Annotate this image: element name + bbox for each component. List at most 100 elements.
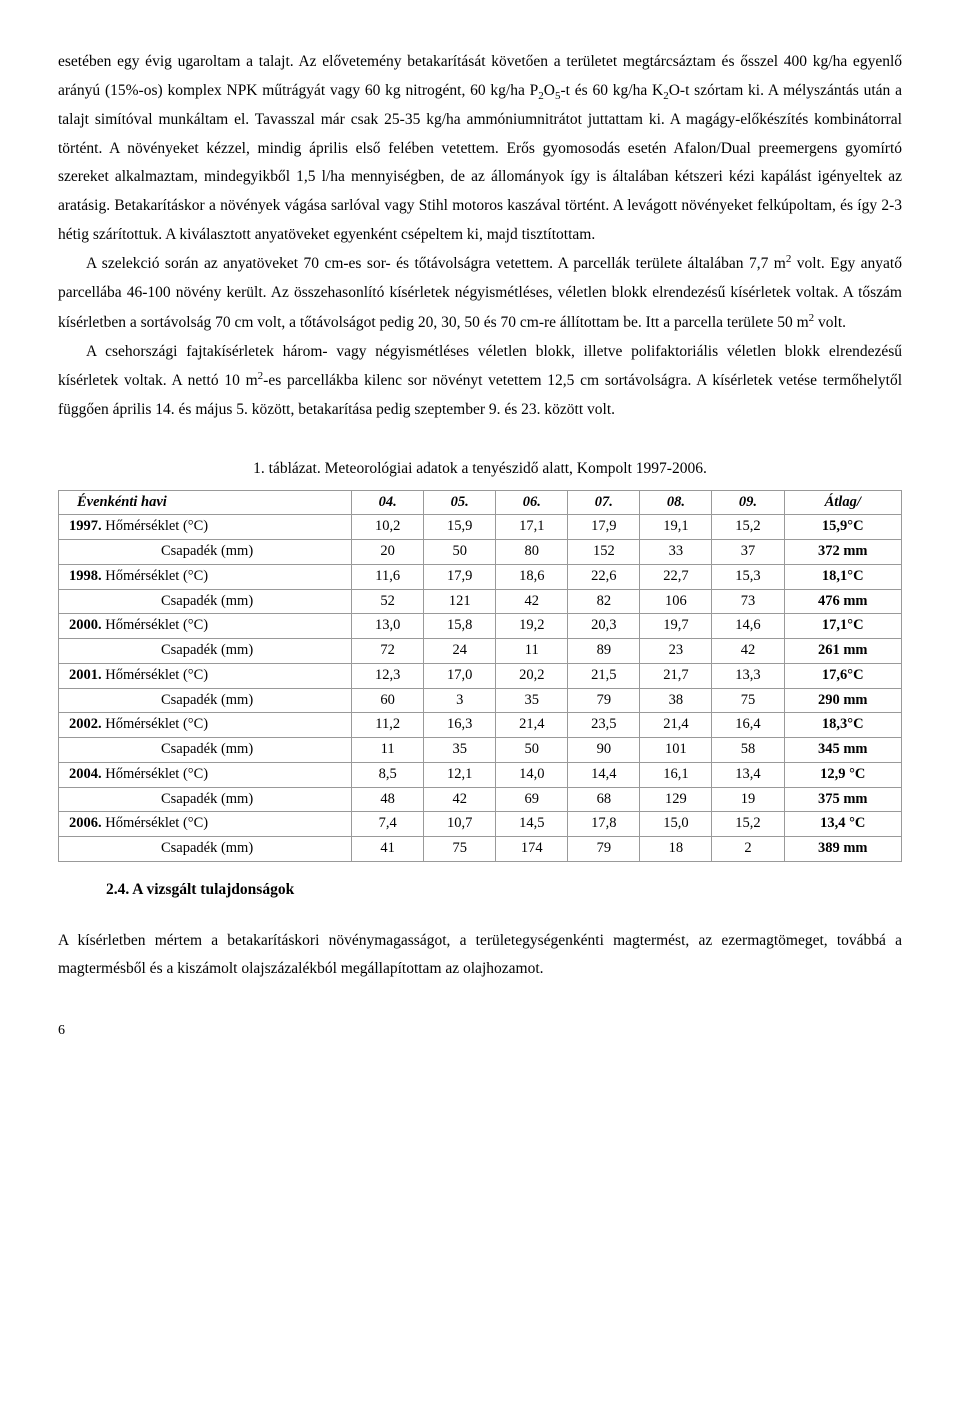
row-sum: 15,9°C: [784, 515, 902, 540]
cell: 89: [568, 639, 640, 664]
row-sum: 17,1°C: [784, 614, 902, 639]
row-head: Csapadék (mm): [59, 688, 352, 713]
cell: 20,2: [496, 663, 568, 688]
paragraph-4: A kísérletben mértem a betakarításkori n…: [58, 927, 902, 984]
cell: 41: [352, 837, 424, 862]
cell: 79: [568, 688, 640, 713]
row-sum: 389 mm: [784, 837, 902, 862]
cell: 3: [424, 688, 496, 713]
sub-p2o5-2: 2: [538, 90, 544, 102]
row-sum: 13,4 °C: [784, 812, 902, 837]
cell: 33: [640, 540, 712, 565]
row-head: 1998. Hőmérséklet (°C): [59, 564, 352, 589]
row-head: Csapadék (mm): [59, 589, 352, 614]
table-row: Csapadék (mm)52121428210673476 mm: [59, 589, 902, 614]
table-row: 1997. Hőmérséklet (°C)10,215,917,117,919…: [59, 515, 902, 540]
table-row: 2000. Hőmérséklet (°C)13,015,819,220,319…: [59, 614, 902, 639]
col-08: 08.: [640, 490, 712, 515]
table-row: 1998. Hőmérséklet (°C)11,617,918,622,622…: [59, 564, 902, 589]
cell: 15,2: [712, 515, 784, 540]
cell: 8,5: [352, 762, 424, 787]
cell: 69: [496, 787, 568, 812]
row-head: 2000. Hőmérséklet (°C): [59, 614, 352, 639]
table-row: 2001. Hőmérséklet (°C)12,317,020,221,521…: [59, 663, 902, 688]
col-atlag: Átlag/: [784, 490, 902, 515]
paragraph-3: A csehországi fajtakísérletek három- vag…: [58, 338, 902, 425]
row-sum: 261 mm: [784, 639, 902, 664]
col-07: 07.: [568, 490, 640, 515]
cell: 11,2: [352, 713, 424, 738]
row-head: 2004. Hőmérséklet (°C): [59, 762, 352, 787]
cell: 90: [568, 738, 640, 763]
section-heading: 2.4. A vizsgált tulajdonságok: [106, 876, 902, 905]
cell: 10,2: [352, 515, 424, 540]
paragraph-2: A szelekció során az anyatöveket 70 cm-e…: [58, 249, 902, 337]
cell: 13,3: [712, 663, 784, 688]
cell: 17,9: [568, 515, 640, 540]
col-05: 05.: [424, 490, 496, 515]
cell: 58: [712, 738, 784, 763]
col-04: 04.: [352, 490, 424, 515]
cell: 174: [496, 837, 568, 862]
cell: 22,7: [640, 564, 712, 589]
cell: 19: [712, 787, 784, 812]
cell: 82: [568, 589, 640, 614]
cell: 7,4: [352, 812, 424, 837]
cell: 75: [424, 837, 496, 862]
cell: 152: [568, 540, 640, 565]
cell: 16,1: [640, 762, 712, 787]
cell: 14,6: [712, 614, 784, 639]
row-sum: 18,1°C: [784, 564, 902, 589]
cell: 15,9: [424, 515, 496, 540]
cell: 23: [640, 639, 712, 664]
row-sum: 375 mm: [784, 787, 902, 812]
cell: 73: [712, 589, 784, 614]
row-sum: 12,9 °C: [784, 762, 902, 787]
cell: 17,0: [424, 663, 496, 688]
cell: 15,0: [640, 812, 712, 837]
meteo-table: Évenkénti havi 04. 05. 06. 07. 08. 09. Á…: [58, 490, 902, 862]
cell: 22,6: [568, 564, 640, 589]
cell: 20: [352, 540, 424, 565]
cell: 16,3: [424, 713, 496, 738]
p2-text-a: A szelekció során az anyatöveket 70 cm-e…: [86, 256, 786, 273]
table-row: Csapadék (mm)417517479182389 mm: [59, 837, 902, 862]
cell: 21,4: [496, 713, 568, 738]
cell: 50: [496, 738, 568, 763]
cell: 21,5: [568, 663, 640, 688]
col-09: 09.: [712, 490, 784, 515]
cell: 15,2: [712, 812, 784, 837]
table-row: 2002. Hőmérséklet (°C)11,216,321,423,521…: [59, 713, 902, 738]
table-row: Csapadék (mm)1135509010158345 mm: [59, 738, 902, 763]
row-head: Csapadék (mm): [59, 837, 352, 862]
cell: 129: [640, 787, 712, 812]
cell: 80: [496, 540, 568, 565]
col-evenkenti: Évenkénti havi: [59, 490, 352, 515]
cell: 60: [352, 688, 424, 713]
row-sum: 17,6°C: [784, 663, 902, 688]
cell: 79: [568, 837, 640, 862]
cell: 12,1: [424, 762, 496, 787]
row-sum: 372 mm: [784, 540, 902, 565]
cell: 17,1: [496, 515, 568, 540]
row-sum: 18,3°C: [784, 713, 902, 738]
cell: 15,3: [712, 564, 784, 589]
cell: 13,4: [712, 762, 784, 787]
cell: 121: [424, 589, 496, 614]
cell: 17,8: [568, 812, 640, 837]
cell: 10,7: [424, 812, 496, 837]
cell: 18,6: [496, 564, 568, 589]
table-row: Csapadék (mm)4842696812919375 mm: [59, 787, 902, 812]
p1-text-c: O-t szórtam ki. A mélyszántás után a tal…: [58, 82, 902, 243]
row-head: 1997. Hőmérséklet (°C): [59, 515, 352, 540]
cell: 42: [712, 639, 784, 664]
cell: 42: [424, 787, 496, 812]
cell: 68: [568, 787, 640, 812]
table-row: Csapadék (mm)722411892342261 mm: [59, 639, 902, 664]
cell: 13,0: [352, 614, 424, 639]
row-sum: 290 mm: [784, 688, 902, 713]
row-sum: 345 mm: [784, 738, 902, 763]
cell: 38: [640, 688, 712, 713]
table-title: 1. táblázat. Meteorológiai adatok a teny…: [58, 455, 902, 484]
cell: 101: [640, 738, 712, 763]
